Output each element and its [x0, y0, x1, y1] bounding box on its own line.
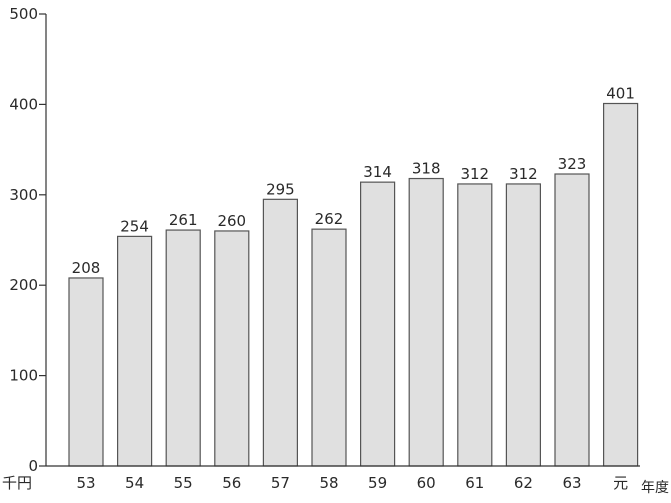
bar-series: 208 254 261 260 295 262 314 318 312 312 323 401 — [68, 84, 639, 467]
x-tick-label: 53 — [76, 474, 95, 492]
bar-value-label: 262 — [315, 210, 344, 228]
bar-value-label: 208 — [72, 259, 101, 277]
y-axis: 0 100 200 300 400 500 千円 — [2, 5, 47, 492]
x-axis-unit-label: 年度 — [641, 480, 669, 496]
bar — [116, 235, 153, 467]
x-tick-label: 60 — [417, 474, 436, 492]
x-tick-label: 57 — [271, 474, 290, 492]
x-tick-label: 54 — [125, 474, 144, 492]
bar-value-label: 314 — [363, 163, 392, 181]
bar — [554, 173, 590, 467]
y-tick-label: 100 — [9, 367, 38, 385]
bar — [505, 183, 541, 467]
bar-value-label: 318 — [412, 160, 441, 178]
y-tick-label: 0 — [28, 457, 38, 475]
bar — [408, 177, 444, 467]
y-tick-label: 500 — [9, 5, 38, 23]
x-tick-label: 62 — [514, 474, 533, 492]
y-axis-unit-label: 千円 — [2, 474, 32, 492]
bar — [457, 183, 493, 467]
bar-value-label: 312 — [460, 165, 489, 183]
bar — [68, 277, 104, 467]
bar — [311, 228, 347, 467]
bar-value-label: 295 — [266, 180, 295, 198]
bar-value-label: 260 — [217, 212, 246, 230]
bar-value-label: 254 — [120, 217, 149, 235]
x-tick-label: 56 — [222, 474, 241, 492]
x-tick-label: 55 — [174, 474, 193, 492]
x-tick-label: 元 — [613, 474, 628, 492]
bar — [360, 181, 396, 467]
x-tick-label: 59 — [368, 474, 387, 492]
bar-value-label: 312 — [509, 165, 538, 183]
bar — [214, 230, 250, 467]
bar-value-label: 261 — [169, 211, 198, 229]
bar — [602, 102, 639, 467]
x-tick-label: 61 — [465, 474, 484, 492]
y-tick-label: 300 — [9, 186, 38, 204]
bar-value-label: 401 — [606, 84, 635, 102]
y-tick-label: 400 — [9, 95, 38, 113]
x-tick-label: 63 — [562, 474, 581, 492]
x-tick-label: 58 — [319, 474, 338, 492]
x-axis: 53 54 55 56 57 58 59 60 61 62 63 元年度 — [46, 465, 669, 496]
bar-value-label: 323 — [558, 155, 587, 173]
bar — [165, 229, 201, 467]
y-tick-label: 200 — [9, 276, 38, 294]
bar — [262, 198, 298, 467]
